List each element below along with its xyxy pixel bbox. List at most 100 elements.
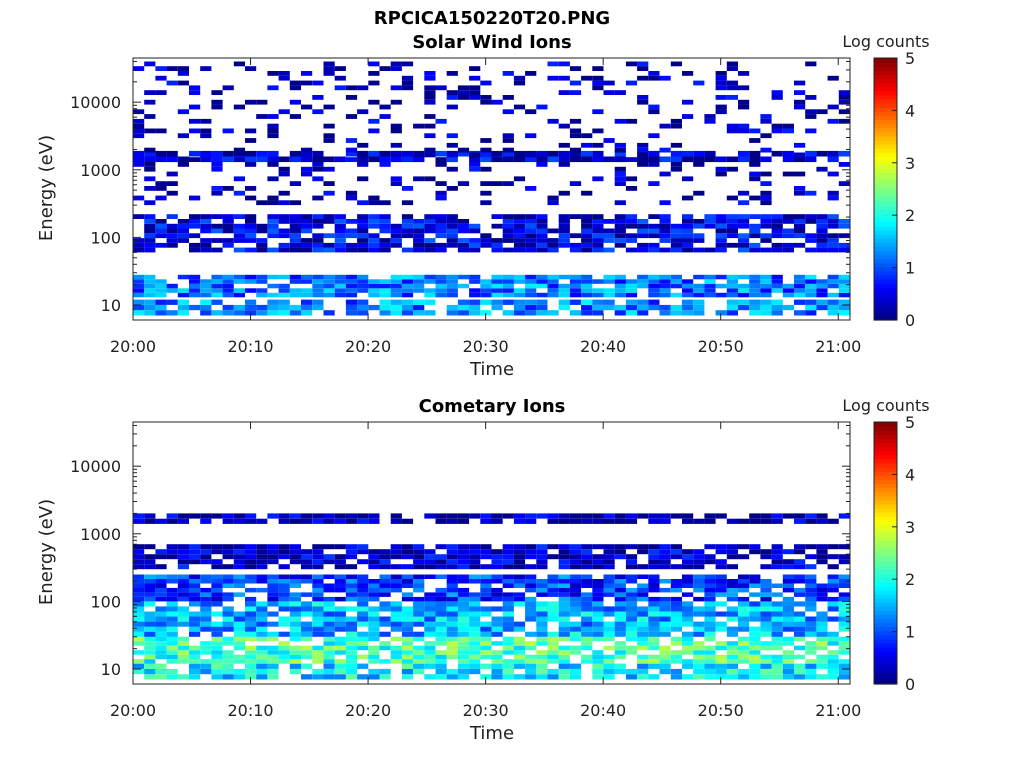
spectrogram-cell [267, 554, 279, 560]
spectrogram-cell [715, 242, 727, 248]
spectrogram-cell [637, 544, 649, 550]
spectrogram-cell [592, 233, 604, 239]
spectrogram-cell [525, 292, 537, 298]
spectrogram-cell [413, 238, 425, 243]
colorbar-label: Log counts [842, 396, 929, 415]
spectrogram-cell [345, 138, 358, 143]
spectrogram-cell [469, 304, 481, 311]
spectrogram-cell [581, 549, 593, 555]
spectrogram-cell [782, 574, 794, 579]
spectrogram-cell [794, 310, 806, 316]
colorbar-frame [873, 57, 898, 321]
colorbar-segment [874, 221, 897, 227]
spectrogram-cell [211, 559, 223, 565]
spectrogram-cell [144, 279, 156, 284]
spectrogram-cell [424, 621, 436, 627]
colorbar-segment [874, 189, 897, 194]
spectrogram-cell [525, 601, 537, 607]
spectrogram-cell [200, 242, 212, 248]
spectrogram-cell [435, 274, 447, 280]
spectrogram-cell [211, 601, 223, 607]
spectrogram-cell [446, 304, 458, 311]
spectrogram-cell [603, 292, 615, 298]
spectrogram-cell [211, 247, 223, 253]
spectrogram-cell [457, 228, 470, 234]
colorbar-segment [874, 213, 897, 219]
spectrogram-cell [435, 288, 447, 293]
colorbar-segment [874, 74, 897, 80]
spectrogram-cell [289, 544, 301, 550]
spectrogram-cell [189, 659, 201, 664]
spectrogram-cell [581, 292, 593, 298]
spectrogram-cell [715, 219, 727, 224]
spectrogram-cell [749, 544, 761, 550]
spectrogram-cell [368, 654, 380, 660]
spectrogram-cell [760, 663, 772, 669]
spectrogram-cell [424, 574, 436, 579]
spectrogram-cell [782, 596, 794, 602]
spectrogram-cell [726, 549, 738, 555]
spectrogram-cell [827, 195, 839, 201]
spectrogram-cell [379, 66, 391, 71]
spectrogram-cell [838, 601, 850, 607]
spectrogram-cell [592, 176, 604, 182]
spectrogram-cell [603, 636, 615, 642]
spectrogram-cell [648, 659, 660, 664]
spectrogram-cell [233, 645, 245, 651]
spectrogram-cell [379, 283, 391, 289]
spectrogram-cell [771, 219, 783, 224]
spectrogram-cell [525, 564, 537, 570]
spectrogram-cell [256, 559, 268, 565]
spectrogram-cell [390, 299, 402, 305]
spectrogram-cell [726, 641, 738, 646]
spectrogram-cell [491, 554, 503, 560]
spectrogram-cell [569, 663, 582, 669]
spectrogram-cell [693, 549, 705, 555]
spectrogram-cell [256, 587, 268, 593]
spectrogram-cell [177, 579, 189, 584]
spectrogram-cell [189, 283, 201, 289]
spectrogram-cell [614, 583, 626, 588]
spectrogram-cell [189, 304, 201, 311]
spectrogram-cell [278, 645, 290, 651]
spectrogram-cell [760, 616, 772, 622]
spectrogram-cell [256, 304, 268, 311]
spectrogram-cell [491, 564, 503, 570]
spectrogram-cell [189, 583, 201, 588]
spectrogram-cell [682, 71, 694, 76]
spectrogram-cell [513, 150, 526, 157]
spectrogram-cell [480, 166, 492, 172]
spectrogram-cell [581, 596, 593, 602]
spectrogram-cell [558, 636, 570, 642]
spectrogram-cell [133, 549, 145, 555]
spectrogram-cell [581, 583, 593, 588]
spectrogram-cell [177, 674, 189, 680]
spectrogram-cell [446, 156, 458, 163]
spectrogram-cell [659, 304, 671, 311]
spectrogram-cell [469, 641, 481, 646]
colorbar-segment [874, 135, 897, 141]
spectrogram-cell [525, 228, 537, 234]
spectrogram-cell [659, 283, 671, 289]
spectrogram-cell [502, 147, 514, 153]
colorbar-segment [874, 610, 897, 615]
spectrogram-cell [592, 559, 604, 565]
spectrogram-cell [513, 559, 526, 565]
spectrogram-cell [177, 274, 189, 280]
spectrogram-cell [267, 549, 279, 555]
spectrogram-cell [682, 564, 694, 570]
spectrogram-cell [233, 238, 245, 243]
spectrogram-cell [816, 292, 828, 298]
spectrogram-cell [222, 238, 234, 243]
spectrogram-cell [525, 616, 537, 622]
y-axis-label: Energy (eV) [36, 135, 57, 241]
spectrogram-cell [491, 299, 503, 305]
spectrogram-cell [682, 238, 694, 243]
spectrogram-cell [749, 223, 761, 229]
spectrogram-cell [491, 157, 503, 162]
spectrogram-cell [782, 233, 794, 239]
spectrogram-cell [390, 288, 402, 293]
spectrogram-cell [222, 242, 234, 248]
spectrogram-cell [738, 606, 750, 612]
spectrogram-cell [133, 668, 145, 675]
